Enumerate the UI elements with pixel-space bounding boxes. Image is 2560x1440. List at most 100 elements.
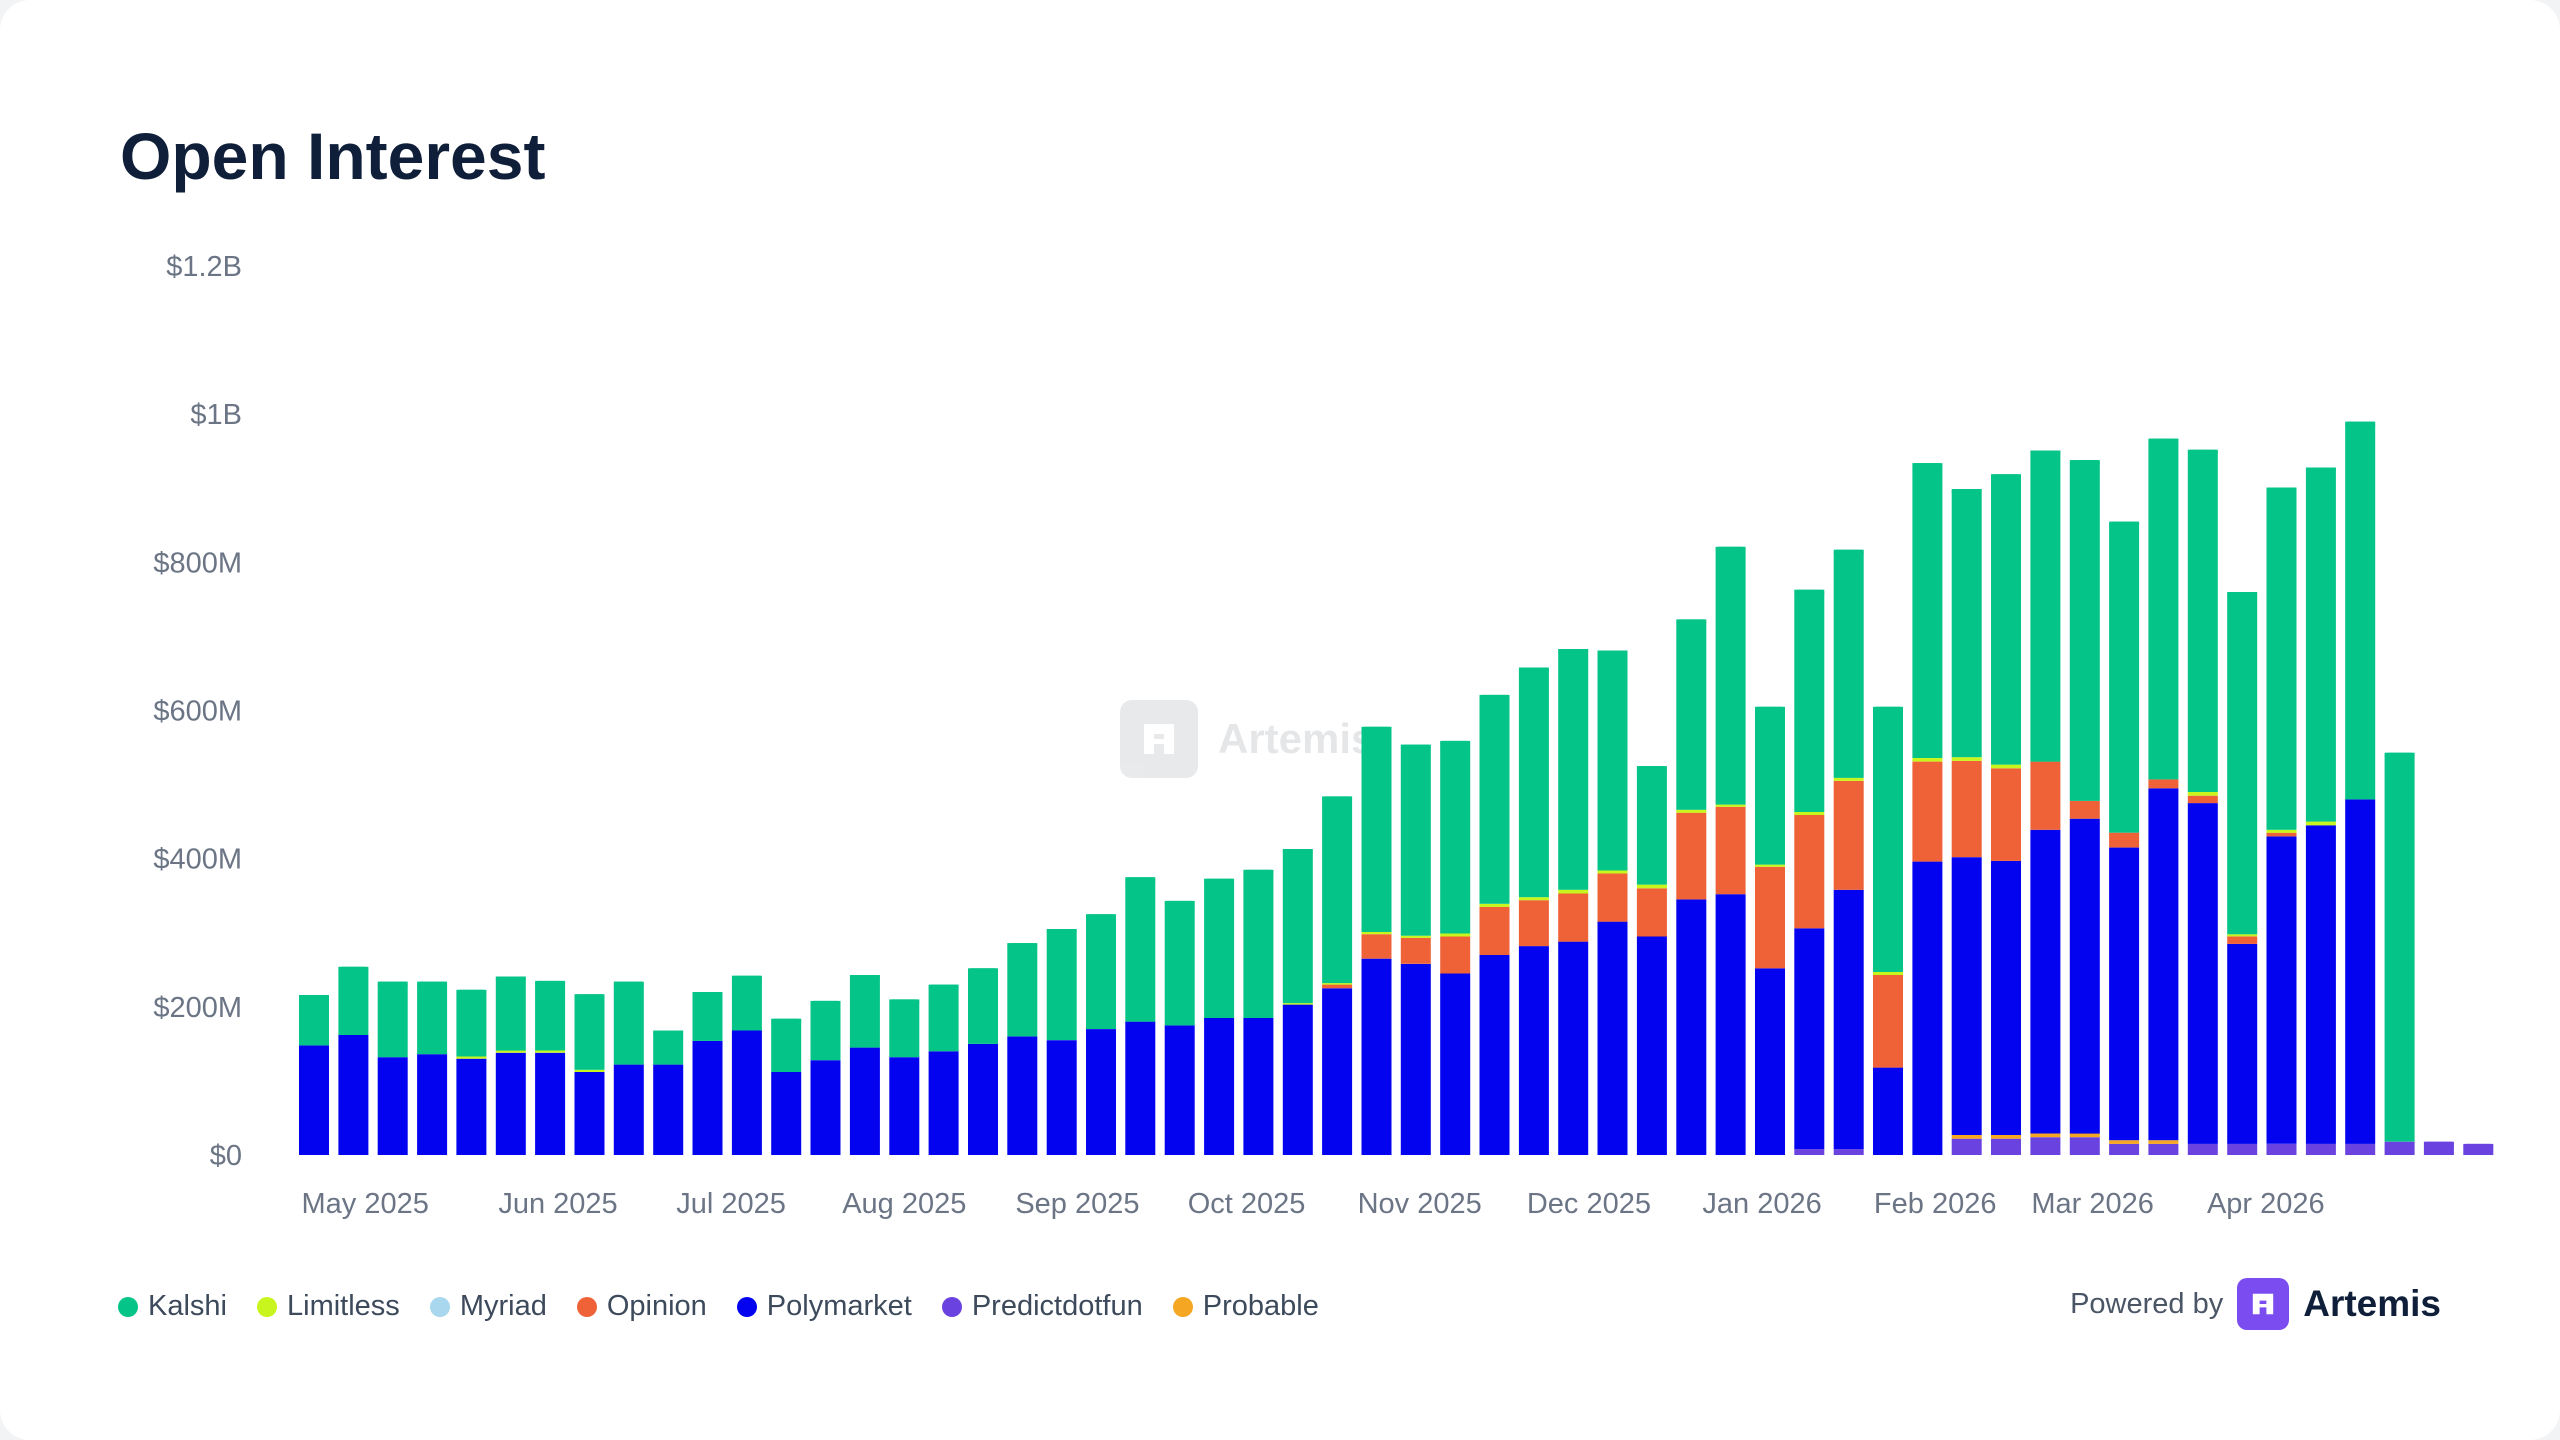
bar-segment-polymarket[interactable] <box>2109 847 2140 1141</box>
bar-segment-kalshi[interactable] <box>731 975 762 1031</box>
bar-segment-polymarket[interactable] <box>1046 1040 1077 1155</box>
bar-segment-limitless[interactable] <box>1912 757 1943 762</box>
bar-segment-opinion[interactable] <box>1794 815 1825 929</box>
bar-segment-opinion[interactable] <box>1479 906 1510 955</box>
bar-stack[interactable] <box>2345 421 2376 1155</box>
bar-segment-kalshi[interactable] <box>2109 521 2140 833</box>
bar-segment-limitless[interactable] <box>1518 897 1549 901</box>
bar-segment-predictdotfun[interactable] <box>2030 1137 2061 1155</box>
bar-stack[interactable] <box>2423 1141 2454 1155</box>
bar-segment-polymarket[interactable] <box>417 1054 448 1155</box>
bar-segment-opinion[interactable] <box>1400 937 1431 964</box>
bar-segment-kalshi[interactable] <box>1912 463 1943 758</box>
bar-segment-limitless[interactable] <box>1636 884 1667 889</box>
bar-segment-limitless[interactable] <box>2187 792 2218 796</box>
bar-segment-limitless[interactable] <box>1597 870 1628 874</box>
bar-segment-polymarket[interactable] <box>1636 936 1667 1156</box>
bar-stack[interactable] <box>2463 1143 2494 1155</box>
bar-segment-polymarket[interactable] <box>1204 1017 1235 1155</box>
bar-segment-kalshi[interactable] <box>1322 796 1353 984</box>
bar-stack[interactable] <box>1440 740 1471 1155</box>
bar-stack[interactable] <box>495 976 526 1156</box>
bar-segment-kalshi[interactable] <box>535 980 566 1051</box>
bar-stack[interactable] <box>1951 489 1982 1155</box>
bar-segment-polymarket[interactable] <box>692 1040 723 1155</box>
bar-segment-polymarket[interactable] <box>1558 941 1589 1155</box>
bar-segment-kalshi[interactable] <box>810 1000 841 1061</box>
bar-segment-predictdotfun[interactable] <box>2266 1143 2297 1155</box>
bar-segment-kalshi[interactable] <box>2384 752 2415 1142</box>
bar-segment-polymarket[interactable] <box>535 1052 566 1155</box>
bar-stack[interactable] <box>377 981 408 1155</box>
bar-segment-opinion[interactable] <box>1873 975 1903 1068</box>
bar-segment-kalshi[interactable] <box>2069 460 2100 801</box>
bar-stack[interactable] <box>731 975 762 1155</box>
bar-segment-predictdotfun[interactable] <box>1951 1138 1982 1155</box>
bar-segment-limitless[interactable] <box>1282 1003 1313 1005</box>
bar-segment-opinion[interactable] <box>1361 934 1392 959</box>
bar-segment-kalshi[interactable] <box>1204 878 1235 1018</box>
bar-stack[interactable] <box>968 968 998 1155</box>
bar-stack[interactable] <box>1086 914 1116 1155</box>
bar-segment-polymarket[interactable] <box>1873 1067 1903 1155</box>
bar-segment-kalshi[interactable] <box>1951 489 1982 758</box>
bar-stack[interactable] <box>1164 900 1195 1155</box>
bar-segment-kalshi[interactable] <box>2227 592 2258 935</box>
bar-segment-polymarket[interactable] <box>299 1045 329 1155</box>
bar-stack[interactable] <box>1125 877 1156 1155</box>
bar-stack[interactable] <box>1715 546 1746 1155</box>
bar-segment-limitless[interactable] <box>1361 932 1392 935</box>
bar-segment-predictdotfun[interactable] <box>2069 1137 2100 1155</box>
powered-by-artemis[interactable]: Powered by Artemis <box>2070 1278 2441 1330</box>
bar-segment-predictdotfun[interactable] <box>2187 1143 2218 1155</box>
bar-segment-polymarket[interactable] <box>1400 963 1431 1155</box>
bar-segment-polymarket[interactable] <box>1755 968 1785 1155</box>
bar-segment-opinion[interactable] <box>2187 795 2218 804</box>
legend-item-probable[interactable]: Probable <box>1172 1290 1319 1323</box>
bar-segment-polymarket[interactable] <box>1361 958 1392 1155</box>
bar-segment-polymarket[interactable] <box>810 1060 841 1155</box>
bar-segment-kalshi[interactable] <box>1440 740 1471 934</box>
bar-segment-opinion[interactable] <box>1912 761 1943 862</box>
bar-segment-opinion[interactable] <box>2069 800 2100 819</box>
bar-segment-polymarket[interactable] <box>928 1051 959 1155</box>
bar-segment-opinion[interactable] <box>1755 866 1785 969</box>
bar-segment-kalshi[interactable] <box>1558 649 1589 890</box>
bar-stack[interactable] <box>2148 438 2179 1155</box>
bar-segment-kalshi[interactable] <box>1125 877 1156 1022</box>
bar-stack[interactable] <box>1361 726 1392 1155</box>
bar-segment-polymarket[interactable] <box>1322 988 1353 1155</box>
bar-stack[interactable] <box>2384 752 2415 1155</box>
bar-segment-limitless[interactable] <box>2227 934 2258 937</box>
bar-segment-predictdotfun[interactable] <box>1833 1149 1864 1155</box>
bar-segment-polymarket[interactable] <box>574 1072 605 1155</box>
bar-stack[interactable] <box>456 989 487 1155</box>
bar-stack[interactable] <box>1046 929 1077 1155</box>
bar-segment-kalshi[interactable] <box>417 981 448 1055</box>
bar-stack[interactable] <box>1597 650 1628 1156</box>
bar-segment-kalshi[interactable] <box>1794 589 1825 812</box>
bar-segment-kalshi[interactable] <box>1518 667 1549 898</box>
bar-segment-kalshi[interactable] <box>1164 900 1195 1026</box>
bar-stack[interactable] <box>653 1030 684 1156</box>
bar-segment-polymarket[interactable] <box>338 1035 369 1155</box>
legend-item-kalshi[interactable]: Kalshi <box>118 1290 227 1323</box>
bar-segment-opinion[interactable] <box>2030 761 2061 830</box>
bar-stack[interactable] <box>1912 463 1943 1155</box>
bar-segment-polymarket[interactable] <box>889 1057 920 1155</box>
bar-segment-polymarket[interactable] <box>613 1064 644 1155</box>
bar-segment-limitless[interactable] <box>1322 983 1353 985</box>
legend-item-limitless[interactable]: Limitless <box>257 1290 400 1323</box>
bar-segment-limitless[interactable] <box>535 1050 566 1053</box>
bar-segment-kalshi[interactable] <box>968 968 998 1044</box>
bar-segment-kalshi[interactable] <box>771 1018 802 1072</box>
bar-stack[interactable] <box>849 975 880 1155</box>
bar-segment-polymarket[interactable] <box>2187 803 2218 1144</box>
bar-segment-polymarket[interactable] <box>1125 1021 1156 1155</box>
bar-segment-opinion[interactable] <box>1833 780 1864 890</box>
bar-stack[interactable] <box>1322 796 1353 1155</box>
bar-segment-polymarket[interactable] <box>968 1043 998 1155</box>
bar-segment-polymarket[interactable] <box>771 1072 802 1155</box>
bar-stack[interactable] <box>1676 619 1707 1155</box>
bar-segment-predictdotfun[interactable] <box>2148 1143 2179 1155</box>
